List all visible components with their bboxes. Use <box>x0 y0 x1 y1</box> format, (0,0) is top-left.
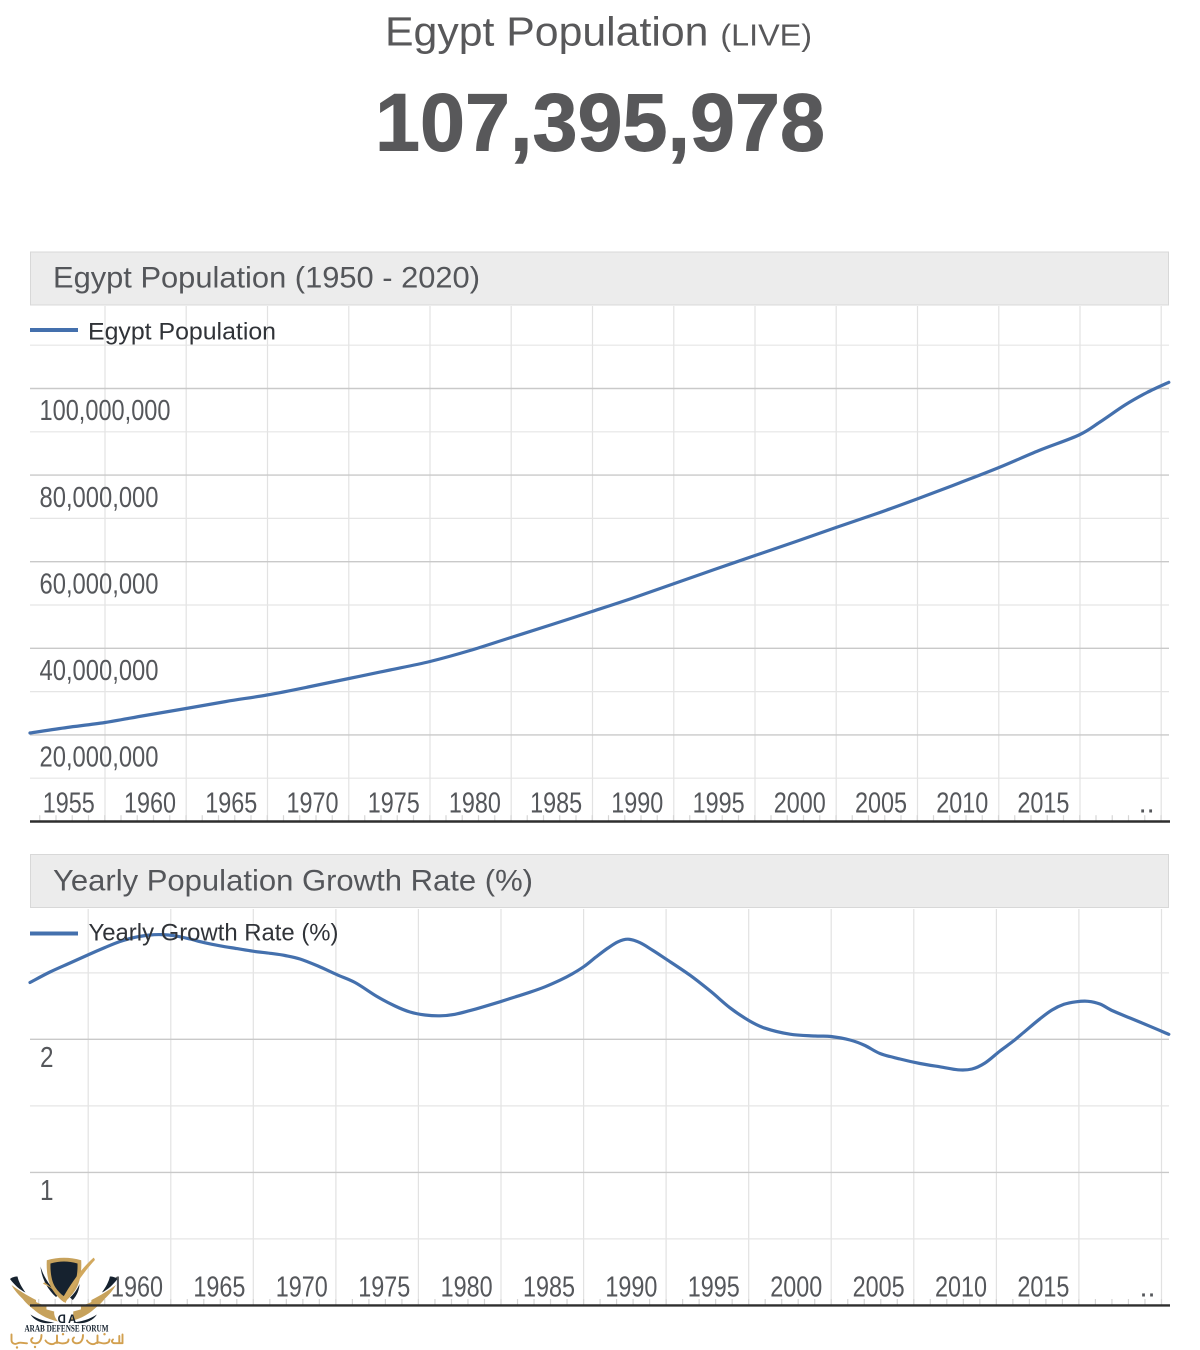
svg-text:100,000,000: 100,000,000 <box>40 395 171 427</box>
svg-text:ARAB DEFENSE FORUM: ARAB DEFENSE FORUM <box>25 1325 109 1335</box>
svg-text:1995: 1995 <box>688 1271 740 1303</box>
svg-text:1975: 1975 <box>358 1271 410 1303</box>
svg-text:80,000,000: 80,000,000 <box>40 482 159 514</box>
svg-text:1960: 1960 <box>124 788 176 820</box>
svg-text:2000: 2000 <box>770 1271 822 1303</box>
svg-text:1985: 1985 <box>523 1271 575 1303</box>
svg-text:2005: 2005 <box>853 1271 905 1303</box>
svg-text:..: .. <box>1139 1271 1155 1303</box>
svg-text:1: 1 <box>40 1175 54 1207</box>
svg-text:A: A <box>68 1314 76 1326</box>
svg-text:D: D <box>58 1314 66 1326</box>
svg-text:2000: 2000 <box>774 788 826 820</box>
svg-text:Yearly Growth Rate (%): Yearly Growth Rate (%) <box>89 919 339 946</box>
svg-text:1955: 1955 <box>43 788 95 820</box>
svg-text:1995: 1995 <box>693 788 745 820</box>
svg-text:1965: 1965 <box>205 788 257 820</box>
svg-text:1985: 1985 <box>530 788 582 820</box>
svg-text:Egypt Population (1950 - 2020): Egypt Population (1950 - 2020) <box>53 262 480 295</box>
svg-text:Egypt Population: Egypt Population <box>88 319 276 346</box>
svg-text:Yearly Population Growth Rate: Yearly Population Growth Rate (%) <box>53 865 533 898</box>
svg-text:1965: 1965 <box>193 1271 245 1303</box>
svg-text:2010: 2010 <box>936 788 988 820</box>
svg-text:1990: 1990 <box>611 788 663 820</box>
svg-text:1990: 1990 <box>605 1271 657 1303</box>
svg-text:1960: 1960 <box>111 1271 163 1303</box>
svg-text:60,000,000: 60,000,000 <box>40 569 159 601</box>
svg-text:..: .. <box>1139 788 1155 820</box>
svg-text:40,000,000: 40,000,000 <box>40 655 159 687</box>
svg-text:2: 2 <box>40 1042 54 1074</box>
svg-text:2015: 2015 <box>1017 788 1069 820</box>
svg-text:1980: 1980 <box>441 1271 493 1303</box>
svg-text:20,000,000: 20,000,000 <box>40 742 159 774</box>
svg-text:2015: 2015 <box>1017 1271 1069 1303</box>
svg-text:107,395,978: 107,395,978 <box>375 77 825 168</box>
svg-text:2005: 2005 <box>855 788 907 820</box>
svg-text:2010: 2010 <box>935 1271 987 1303</box>
svg-text:1980: 1980 <box>449 788 501 820</box>
svg-text:1970: 1970 <box>287 788 339 820</box>
svg-text:1970: 1970 <box>276 1271 328 1303</box>
svg-text:1975: 1975 <box>368 788 420 820</box>
